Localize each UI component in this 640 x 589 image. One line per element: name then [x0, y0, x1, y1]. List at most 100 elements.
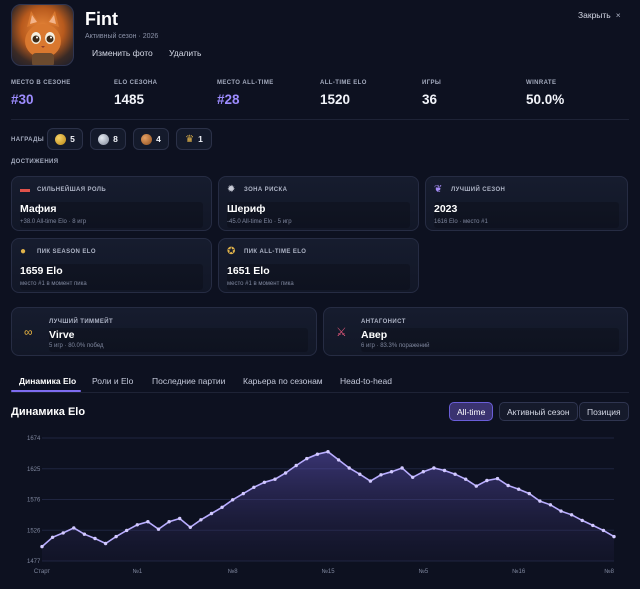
- elo-point[interactable]: [167, 520, 171, 524]
- close-icon: ×: [615, 10, 621, 20]
- card-value: Virve: [49, 329, 75, 341]
- filter-position[interactable]: Позиция: [579, 402, 629, 421]
- elo-point[interactable]: [262, 480, 267, 484]
- elo-point[interactable]: [591, 523, 595, 528]
- card-sub: место #1 в момент пика: [20, 281, 87, 287]
- elo-point[interactable]: [252, 485, 256, 489]
- elo-point[interactable]: [283, 471, 288, 475]
- elo-point[interactable]: [421, 470, 425, 474]
- elo-point[interactable]: [548, 503, 553, 507]
- tab-roles-elo[interactable]: Роли и Elo: [92, 376, 134, 386]
- tab-season-career[interactable]: Карьера по сезонам: [243, 376, 323, 386]
- elo-point[interactable]: [125, 528, 129, 533]
- elo-point[interactable]: [103, 541, 108, 546]
- elo-point[interactable]: [156, 527, 161, 531]
- elo-point[interactable]: [135, 523, 139, 527]
- achievement-peak-alltime-elo[interactable]: ✪ ПИК ALL-TIME ELO 1651 Elo место #1 в м…: [218, 238, 419, 293]
- elo-point[interactable]: [464, 477, 468, 481]
- card-highlight: [20, 264, 203, 290]
- achievement-strongest-role[interactable]: ▬ СИЛЬНЕЙШАЯ РОЛЬ Мафия +38.0 All-time E…: [11, 176, 212, 231]
- antagonist-card[interactable]: ⚔ АНТАГОНИСТ Авер 6 игр · 83.3% поражени…: [323, 307, 628, 356]
- elo-point[interactable]: [146, 520, 150, 524]
- elo-point[interactable]: [389, 470, 394, 474]
- stat-games: ИГРЫ 36: [422, 80, 522, 107]
- elo-point[interactable]: [209, 511, 214, 516]
- elo-point[interactable]: [336, 458, 341, 462]
- elo-point[interactable]: [612, 534, 616, 539]
- filter-active-season[interactable]: Активный сезон: [499, 402, 578, 421]
- achievement-peak-season-elo[interactable]: ● ПИК SEASON ELO 1659 Elo место #1 в мом…: [11, 238, 212, 293]
- stat-winrate: WINRATE 50.0%: [526, 80, 626, 107]
- card-sub: 5 игр · 80.0% побед: [49, 343, 104, 349]
- elo-point[interactable]: [241, 491, 245, 496]
- elo-point[interactable]: [495, 476, 500, 481]
- tab-elo-dynamics[interactable]: Динамика Elo: [19, 376, 77, 386]
- elo-point[interactable]: [474, 484, 478, 488]
- elo-point[interactable]: [347, 466, 351, 470]
- award-bronze[interactable]: 4: [133, 128, 169, 150]
- gear-icon: ✹: [227, 184, 236, 195]
- close-button[interactable]: Закрыть ×: [578, 10, 621, 20]
- elo-point[interactable]: [220, 505, 224, 509]
- card-value: 2023: [434, 203, 458, 215]
- elo-point[interactable]: [601, 528, 606, 533]
- card-highlight: [227, 202, 410, 228]
- elo-point[interactable]: [326, 450, 330, 454]
- delete-photo-button[interactable]: Удалить: [169, 48, 202, 58]
- elo-point[interactable]: [273, 477, 277, 481]
- y-tick-label: 1526: [27, 528, 41, 534]
- elo-point[interactable]: [411, 475, 415, 479]
- elo-point[interactable]: [93, 536, 97, 541]
- elo-point[interactable]: [485, 478, 489, 483]
- stat-value: 36: [422, 92, 438, 107]
- elo-point[interactable]: [538, 499, 542, 503]
- elo-point[interactable]: [305, 456, 309, 461]
- card-sub: -45.0 All-time Elo · 5 игр: [227, 219, 292, 225]
- elo-point[interactable]: [506, 483, 510, 488]
- elo-point[interactable]: [82, 532, 87, 536]
- elo-point[interactable]: [368, 479, 373, 483]
- achievement-best-season[interactable]: ❦ ЛУЧШИЙ СЕЗОН 2023 1616 Elo · место #1: [425, 176, 628, 231]
- elo-point[interactable]: [72, 526, 76, 530]
- best-teammate-card[interactable]: ∞ ЛУЧШИЙ ТИММЕЙТ Virve 5 игр · 80.0% поб…: [11, 307, 317, 356]
- elo-point[interactable]: [559, 509, 563, 513]
- elo-point[interactable]: [199, 518, 203, 522]
- filter-all-time[interactable]: All-time: [449, 402, 494, 421]
- avatar[interactable]: [11, 4, 74, 66]
- elo-point[interactable]: [50, 535, 55, 539]
- x-tick-label: №8: [604, 568, 614, 575]
- elo-point[interactable]: [580, 518, 584, 523]
- card-title: ЛУЧШИЙ ТИММЕЙТ: [49, 319, 114, 325]
- elo-point[interactable]: [114, 534, 118, 539]
- achievement-risk-zone[interactable]: ✹ ЗОНА РИСКА Шериф -45.0 All-time Elo · …: [218, 176, 419, 231]
- elo-point[interactable]: [61, 531, 65, 535]
- award-gold[interactable]: 5: [47, 128, 83, 150]
- elo-point[interactable]: [40, 544, 44, 549]
- elo-point[interactable]: [231, 498, 235, 502]
- elo-point[interactable]: [527, 491, 531, 496]
- elo-point[interactable]: [453, 472, 457, 476]
- y-tick-label: 1576: [27, 498, 41, 504]
- elo-point[interactable]: [517, 487, 521, 491]
- elo-point[interactable]: [315, 452, 320, 456]
- elo-point[interactable]: [432, 466, 436, 470]
- elo-point[interactable]: [358, 472, 362, 476]
- stat-alltime-elo: ALL-TIME ELO 1520: [320, 80, 420, 107]
- tab-recent-games[interactable]: Последние партии: [152, 376, 226, 386]
- award-trophy[interactable]: ♛ 1: [176, 128, 212, 150]
- elo-point[interactable]: [178, 516, 182, 521]
- tab-head-to-head[interactable]: Head-to-head: [340, 376, 392, 386]
- elo-point[interactable]: [400, 466, 404, 470]
- trophy-icon: ♛: [185, 133, 195, 145]
- award-count: 5: [70, 134, 75, 144]
- elo-point[interactable]: [379, 473, 383, 477]
- change-photo-button[interactable]: Изменить фото: [92, 48, 153, 58]
- elo-point[interactable]: [294, 463, 298, 468]
- elo-point[interactable]: [569, 513, 574, 517]
- award-silver[interactable]: 8: [90, 128, 126, 150]
- elo-point[interactable]: [188, 525, 192, 529]
- stat-value: 1520: [320, 92, 351, 107]
- cat-avatar-icon: [25, 11, 61, 65]
- elo-point[interactable]: [442, 468, 447, 473]
- card-title: АНТАГОНИСТ: [361, 319, 406, 325]
